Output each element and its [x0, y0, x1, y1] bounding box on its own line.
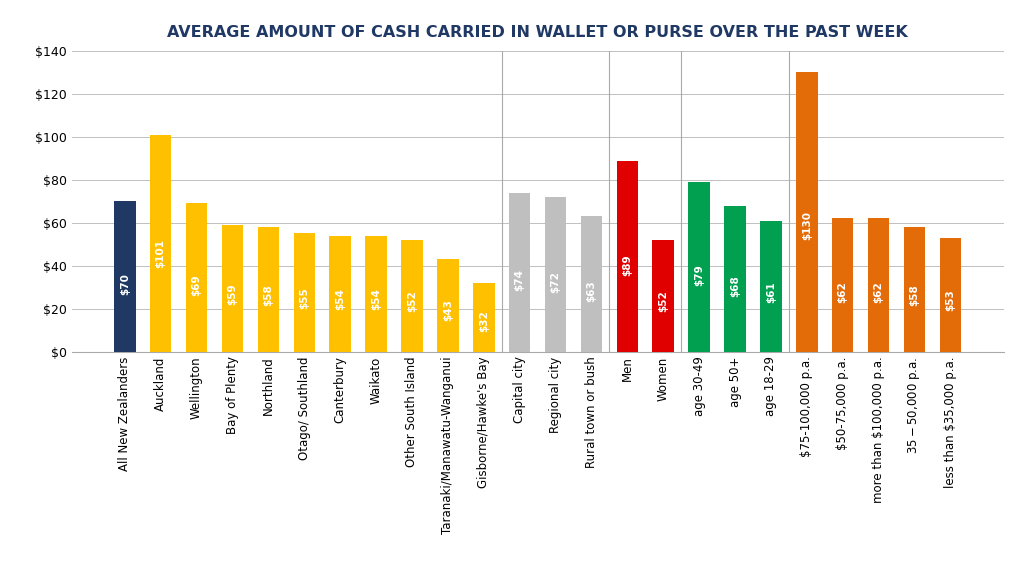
- Bar: [724, 206, 745, 352]
- Bar: [330, 236, 351, 352]
- Bar: [545, 197, 566, 352]
- Bar: [652, 240, 674, 352]
- Bar: [760, 221, 781, 352]
- Text: $62: $62: [873, 281, 884, 303]
- Text: $54: $54: [335, 289, 345, 310]
- Bar: [796, 73, 817, 352]
- Bar: [867, 218, 890, 352]
- Title: AVERAGE AMOUNT OF CASH CARRIED IN WALLET OR PURSE OVER THE PAST WEEK: AVERAGE AMOUNT OF CASH CARRIED IN WALLET…: [167, 25, 908, 40]
- Text: $53: $53: [945, 290, 955, 311]
- Text: $58: $58: [909, 285, 920, 306]
- Bar: [185, 204, 208, 352]
- Text: $63: $63: [587, 280, 596, 302]
- Text: $74: $74: [515, 269, 524, 291]
- Text: $68: $68: [730, 275, 740, 297]
- Text: $52: $52: [407, 290, 417, 312]
- Bar: [473, 283, 495, 352]
- Text: $130: $130: [802, 211, 812, 240]
- Bar: [150, 135, 171, 352]
- Text: $69: $69: [191, 274, 202, 296]
- Bar: [258, 227, 280, 352]
- Bar: [940, 238, 962, 352]
- Bar: [831, 218, 853, 352]
- Text: $52: $52: [658, 290, 669, 312]
- Text: $89: $89: [623, 255, 633, 276]
- Bar: [688, 182, 710, 352]
- Text: $72: $72: [551, 271, 560, 293]
- Text: $62: $62: [838, 281, 848, 303]
- Bar: [509, 193, 530, 352]
- Bar: [401, 240, 423, 352]
- Text: $70: $70: [120, 273, 130, 295]
- Text: $61: $61: [766, 282, 776, 303]
- Bar: [904, 227, 926, 352]
- Text: $43: $43: [442, 299, 453, 321]
- Text: $54: $54: [371, 289, 381, 310]
- Text: $101: $101: [156, 239, 166, 269]
- Bar: [114, 201, 135, 352]
- Text: $59: $59: [227, 284, 238, 306]
- Text: $79: $79: [694, 264, 705, 286]
- Text: $58: $58: [263, 285, 273, 306]
- Text: $55: $55: [299, 287, 309, 309]
- Text: $32: $32: [479, 310, 488, 332]
- Bar: [294, 234, 315, 352]
- Bar: [437, 259, 459, 352]
- Bar: [222, 225, 244, 352]
- Bar: [616, 160, 638, 352]
- Bar: [581, 217, 602, 352]
- Bar: [366, 236, 387, 352]
